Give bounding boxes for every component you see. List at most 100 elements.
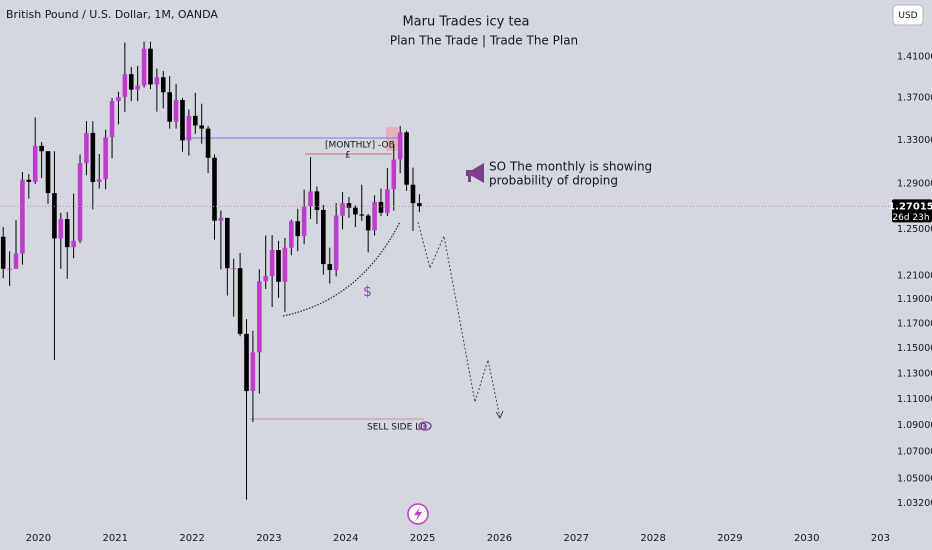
megaphone-icon bbox=[466, 163, 484, 183]
candle-body bbox=[84, 132, 89, 164]
y-tick-label: 1.21000 bbox=[897, 270, 932, 281]
x-tick-label: 2029 bbox=[717, 533, 742, 544]
candle-body bbox=[301, 206, 307, 237]
candle-body bbox=[135, 85, 140, 90]
x-tick-label: 2023 bbox=[256, 533, 281, 544]
candle-body bbox=[410, 184, 416, 204]
candle-body bbox=[237, 268, 243, 334]
x-tick-label: 2028 bbox=[640, 533, 665, 544]
last-price-box bbox=[892, 199, 932, 223]
candle-body bbox=[186, 115, 192, 141]
y-tick-label: 1.19000 bbox=[897, 294, 932, 305]
candle-body bbox=[365, 215, 371, 231]
candle-body bbox=[417, 203, 422, 207]
y-tick-label: 1.03200 bbox=[897, 498, 932, 509]
candle-body bbox=[250, 352, 256, 392]
last-price-label: 1.27015 bbox=[888, 201, 932, 212]
x-tick-label: 2026 bbox=[487, 533, 512, 544]
candle-body bbox=[109, 101, 115, 138]
y-tick-label: 1.05000 bbox=[897, 473, 932, 484]
candle-body bbox=[289, 221, 294, 248]
currency-button[interactable] bbox=[892, 4, 924, 26]
note-line: SO The monthly is showing bbox=[489, 160, 652, 174]
candle-body bbox=[205, 128, 211, 158]
candle-body bbox=[231, 268, 237, 270]
dollar-label: $ bbox=[363, 284, 372, 300]
candle-body bbox=[327, 264, 333, 270]
candle-body bbox=[148, 48, 153, 85]
sell-side-label: SELL SIDE LQ bbox=[367, 423, 427, 433]
candle-body bbox=[128, 74, 134, 90]
candle-body bbox=[71, 240, 76, 248]
candle-body bbox=[64, 218, 70, 248]
pound-label: £ bbox=[345, 151, 351, 161]
candle-body bbox=[353, 207, 358, 215]
x-tick-label: 2021 bbox=[103, 533, 128, 544]
candle-body bbox=[192, 115, 198, 126]
candle-body bbox=[404, 132, 409, 185]
y-tick-label: 1.11000 bbox=[897, 394, 932, 405]
candle-body bbox=[282, 247, 288, 282]
y-tick-label: 1.09000 bbox=[897, 420, 932, 431]
symbol-label: British Pound / U.S. Dollar, 1M, OANDA bbox=[6, 8, 218, 21]
candle-body bbox=[167, 92, 172, 122]
candle-body bbox=[7, 268, 12, 270]
candle-body bbox=[160, 77, 166, 93]
candles bbox=[0, 41, 422, 500]
x-tick-label: 2022 bbox=[179, 533, 204, 544]
candle-body bbox=[141, 48, 147, 86]
x-tick-label: 2020 bbox=[26, 533, 51, 544]
candle-body bbox=[0, 236, 6, 269]
lightning-icon[interactable] bbox=[407, 503, 429, 525]
candle-body bbox=[385, 189, 390, 213]
plot-area: [MONTHLY] -OB £ SO The monthly is showin… bbox=[183, 127, 652, 525]
candle-body bbox=[212, 157, 217, 221]
candle-body bbox=[122, 74, 128, 97]
candle-body bbox=[378, 202, 384, 213]
note-line: probability of droping bbox=[489, 174, 618, 188]
candle-body bbox=[45, 151, 51, 194]
candle-body bbox=[96, 179, 102, 182]
candle-body bbox=[13, 253, 19, 269]
eye-icon bbox=[418, 421, 432, 431]
y-tick-label: 1.17000 bbox=[897, 318, 932, 329]
candle-body bbox=[397, 132, 403, 160]
projection-path bbox=[417, 221, 501, 419]
x-tick-label: 2031 bbox=[871, 533, 896, 544]
candle-body bbox=[340, 203, 345, 216]
y-tick-label: 1.41000 bbox=[897, 51, 932, 62]
candle-body bbox=[359, 214, 365, 216]
candle-body bbox=[26, 179, 32, 182]
candle-body bbox=[77, 163, 83, 241]
y-tick-label: 1.25000 bbox=[897, 224, 932, 235]
y-tick-label: 1.33000 bbox=[897, 135, 932, 146]
currency-label[interactable]: USD bbox=[898, 11, 917, 21]
candle-body bbox=[333, 215, 339, 270]
candle-body bbox=[346, 203, 352, 208]
candle-body bbox=[244, 333, 249, 392]
y-tick-label: 1.07000 bbox=[897, 446, 932, 457]
candle-body bbox=[199, 125, 204, 129]
candle-body bbox=[173, 100, 179, 122]
candle-body bbox=[32, 145, 38, 182]
order-block-label: [MONTHLY] -OB bbox=[325, 141, 395, 151]
candle-body bbox=[314, 191, 320, 210]
candle-body bbox=[263, 275, 269, 282]
candle-body bbox=[103, 137, 108, 180]
y-tick-label: 1.15000 bbox=[897, 343, 932, 354]
y-tick-label: 1.29000 bbox=[897, 179, 932, 190]
curve-drawing bbox=[282, 221, 401, 317]
candle-body bbox=[52, 193, 57, 239]
candle-body bbox=[154, 77, 160, 85]
candle-body bbox=[218, 217, 224, 221]
candle-body bbox=[269, 250, 275, 276]
chart-subtitle: Plan The Trade | Trade The Plan bbox=[390, 34, 578, 48]
candle-body bbox=[58, 218, 64, 239]
candle-body bbox=[257, 281, 262, 353]
x-tick-label: 2025 bbox=[410, 533, 435, 544]
chart-title: Maru Trades icy tea bbox=[402, 15, 529, 30]
candle-body bbox=[308, 191, 313, 207]
